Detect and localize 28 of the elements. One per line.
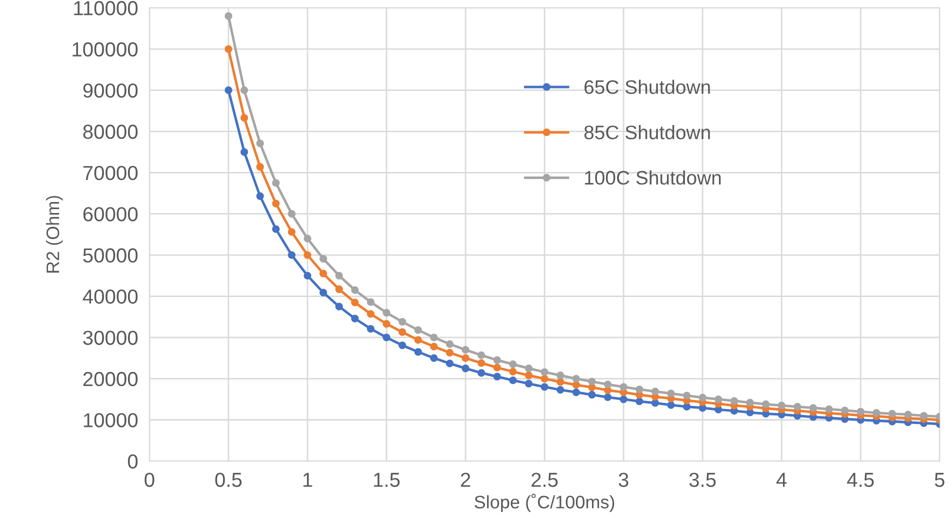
- y-tick-label: 40000: [82, 289, 138, 304]
- x-tick-label: 3.5: [689, 472, 716, 487]
- x-tick-label: 4.5: [847, 472, 874, 487]
- y-tick-label: 100000: [72, 42, 138, 57]
- legend-label: 100C Shutdown: [585, 170, 721, 185]
- x-tick-label: 5: [934, 472, 944, 487]
- y-tick-label: 90000: [83, 83, 138, 98]
- x-axis-title: Slope (˚C/100ms): [474, 494, 614, 512]
- x-tick-label: 0: [144, 472, 154, 487]
- y-tick-label: 30000: [83, 330, 138, 345]
- y-tick-label: 50000: [83, 248, 138, 263]
- y-tick-label: 80000: [83, 124, 138, 139]
- y-tick-label: 10000: [84, 413, 138, 428]
- x-tick-label: 4: [776, 472, 787, 487]
- y-tick-label: 110000: [74, 1, 138, 16]
- x-tick-label: 2: [460, 472, 470, 487]
- y-tick-label: 70000: [83, 166, 138, 180]
- x-tick-label: 3: [618, 472, 628, 487]
- y-tick-label: 0: [128, 454, 138, 469]
- x-tick-label: 0.5: [215, 472, 242, 487]
- y-tick-label: 60000: [83, 207, 138, 222]
- legend-label: 85C Shutdown: [584, 125, 710, 140]
- legend-label: 65C Shutdown: [584, 80, 710, 94]
- y-tick-label: 20000: [83, 372, 138, 386]
- x-tick-label: 2.5: [532, 472, 558, 487]
- x-tick-label: 1.5: [374, 472, 400, 487]
- x-tick-label: 1: [303, 472, 312, 487]
- y-axis-title: R2 (Ohm): [46, 196, 63, 273]
